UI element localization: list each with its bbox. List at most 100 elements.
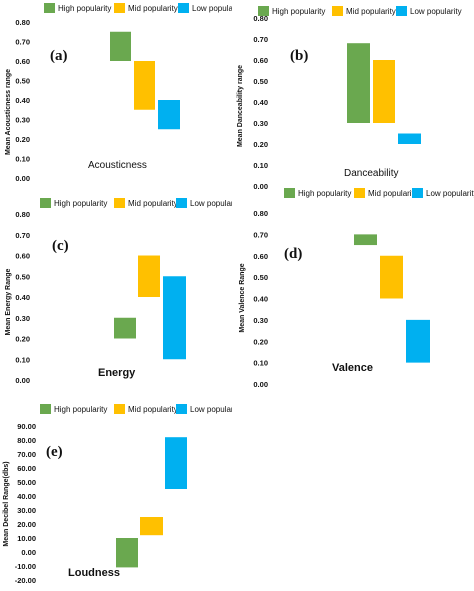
legend-label-low: Low popularity	[426, 189, 474, 198]
y-tick-label: 0.40	[253, 295, 268, 304]
range-bar-high	[114, 317, 136, 339]
legend-swatch-mid	[354, 188, 365, 198]
range-bar-mid	[134, 61, 155, 110]
legend-label-low: Low popularity	[190, 405, 232, 414]
range-bar-high	[354, 234, 377, 246]
y-tick-label: 0.20	[15, 335, 30, 344]
y-tick-label: 0.20	[253, 337, 268, 346]
y-tick-label: 0.00	[15, 174, 30, 183]
y-tick-label: 90.00	[17, 422, 36, 431]
range-bar-high	[347, 43, 370, 124]
y-tick-label: 0.60	[15, 57, 30, 66]
legend-swatch-high	[284, 188, 295, 198]
y-tick-label: 60.00	[17, 464, 36, 473]
range-bar-low	[398, 133, 421, 144]
legend: High popularity Mid popularity Low popul…	[40, 198, 242, 208]
chart-d-svg: High popularity Mid popularity Low popul…	[239, 188, 474, 389]
y-tick-label: 0.50	[253, 273, 268, 282]
y-tick-label: 0.30	[15, 314, 30, 323]
legend-swatch-mid	[114, 198, 125, 208]
y-axis-label: Mean Valence Range	[239, 263, 246, 332]
y-tick-label: 0.70	[15, 231, 30, 240]
y-tick-label: 0.20	[253, 140, 268, 149]
bars	[116, 437, 187, 568]
y-ticks: -20.00 -10.00 0.00 10.00 20.00 30.00 40.00 50.0…	[15, 422, 36, 585]
legend-swatch-low	[412, 188, 423, 198]
chart-a-svg: High popularity Mid popularity Low popul…	[5, 3, 244, 183]
legend-swatch-low	[176, 404, 187, 414]
y-tick-label: 20.00	[17, 520, 36, 529]
legend: High popularity Mid popularity Low popul…	[258, 6, 462, 16]
y-tick-label: 0.30	[15, 116, 30, 125]
y-tick-label: -20.00	[15, 576, 36, 585]
y-tick-label: 0.40	[15, 96, 30, 105]
range-bar-low	[158, 100, 180, 130]
y-tick-label: 0.60	[253, 252, 268, 261]
chart-panel-c: High popularity Mid popularity Low popul…	[0, 192, 242, 390]
metric-label: Acousticness	[88, 160, 147, 171]
y-axis-label: Mean Danceability range	[237, 65, 244, 147]
y-tick-label: 0.80	[253, 14, 268, 23]
y-tick-label: 40.00	[17, 492, 36, 501]
panel-label: (c)	[52, 238, 69, 254]
legend-label-mid: Mid popularity	[128, 199, 178, 208]
legend-swatch-high	[40, 404, 51, 414]
y-tick-label: 10.00	[17, 534, 36, 543]
y-tick-label: 30.00	[17, 506, 36, 515]
y-tick-label: 0.00	[15, 376, 30, 385]
range-bar-high	[110, 31, 131, 61]
legend-label-mid: Mid popularity	[346, 7, 396, 16]
y-ticks: 0.00 0.10 0.20 0.30 0.40 0.50 0.60 0.70 0.80	[15, 18, 30, 183]
chart-panel-b: High popularity Mid popularity Low popul…	[232, 0, 474, 191]
legend-label-high: High popularity	[54, 199, 107, 208]
y-tick-label: 0.70	[253, 230, 268, 239]
legend-swatch-low	[176, 198, 187, 208]
y-tick-label: 0.50	[253, 77, 268, 86]
y-tick-label: 0.30	[253, 119, 268, 128]
bars	[114, 255, 186, 360]
y-tick-label: 70.00	[17, 450, 36, 459]
chart-b-svg: High popularity Mid popularity Low popul…	[237, 6, 462, 191]
metric-label: Loudness	[68, 567, 120, 579]
y-tick-label: 50.00	[17, 478, 36, 487]
y-tick-label: -10.00	[15, 562, 36, 571]
range-bar-mid	[380, 255, 403, 299]
y-tick-label: 0.70	[15, 38, 30, 47]
y-tick-label: 0.10	[253, 161, 268, 170]
legend-swatch-mid	[332, 6, 343, 16]
range-bar-low	[406, 319, 430, 363]
chart-panel-a: High popularity Mid popularity Low popul…	[0, 0, 244, 188]
chart-c-svg: High popularity Mid popularity Low popul…	[5, 198, 242, 385]
bars	[347, 43, 421, 144]
legend-label-high: High popularity	[298, 189, 351, 198]
y-tick-label: 0.80	[253, 209, 268, 218]
panel-label: (d)	[284, 246, 302, 262]
panel-label: (a)	[50, 48, 68, 64]
legend-swatch-low	[396, 6, 407, 16]
y-axis-label: Mean Energy Range	[5, 268, 12, 335]
y-tick-label: 0.80	[15, 210, 30, 219]
y-tick-label: 0.80	[15, 18, 30, 27]
legend-label-high: High popularity	[54, 405, 107, 414]
legend: High popularity Mid popularity Low popul…	[44, 3, 244, 13]
legend-label-high: High popularity	[58, 4, 111, 13]
bars	[354, 234, 430, 363]
y-tick-label: 0.70	[253, 35, 268, 44]
legend-label-low: Low popularity	[410, 7, 462, 16]
y-axis-label: Mean Acousticness range	[5, 69, 12, 155]
legend-label-low: Low popularity	[190, 199, 232, 208]
legend: High popularity Mid popularity Low popul…	[284, 188, 474, 198]
y-tick-label: 0.00	[21, 548, 36, 557]
y-tick-label: 0.20	[15, 135, 30, 144]
metric-label: Danceability	[344, 168, 398, 179]
y-tick-label: 0.10	[15, 155, 30, 164]
legend-swatch-high	[258, 6, 269, 16]
legend-swatch-high	[44, 3, 55, 13]
y-axis-label: Mean Decibel Range(dbs)	[3, 461, 10, 546]
panel-label: (e)	[46, 444, 63, 460]
legend-label-low: Low popularity	[192, 4, 232, 13]
y-ticks: 0.00 0.10 0.20 0.30 0.40 0.50 0.60 0.70 0.80	[253, 14, 268, 191]
y-tick-label: 0.60	[253, 56, 268, 65]
y-tick-label: 80.00	[17, 436, 36, 445]
y-tick-label: 0.40	[253, 98, 268, 107]
